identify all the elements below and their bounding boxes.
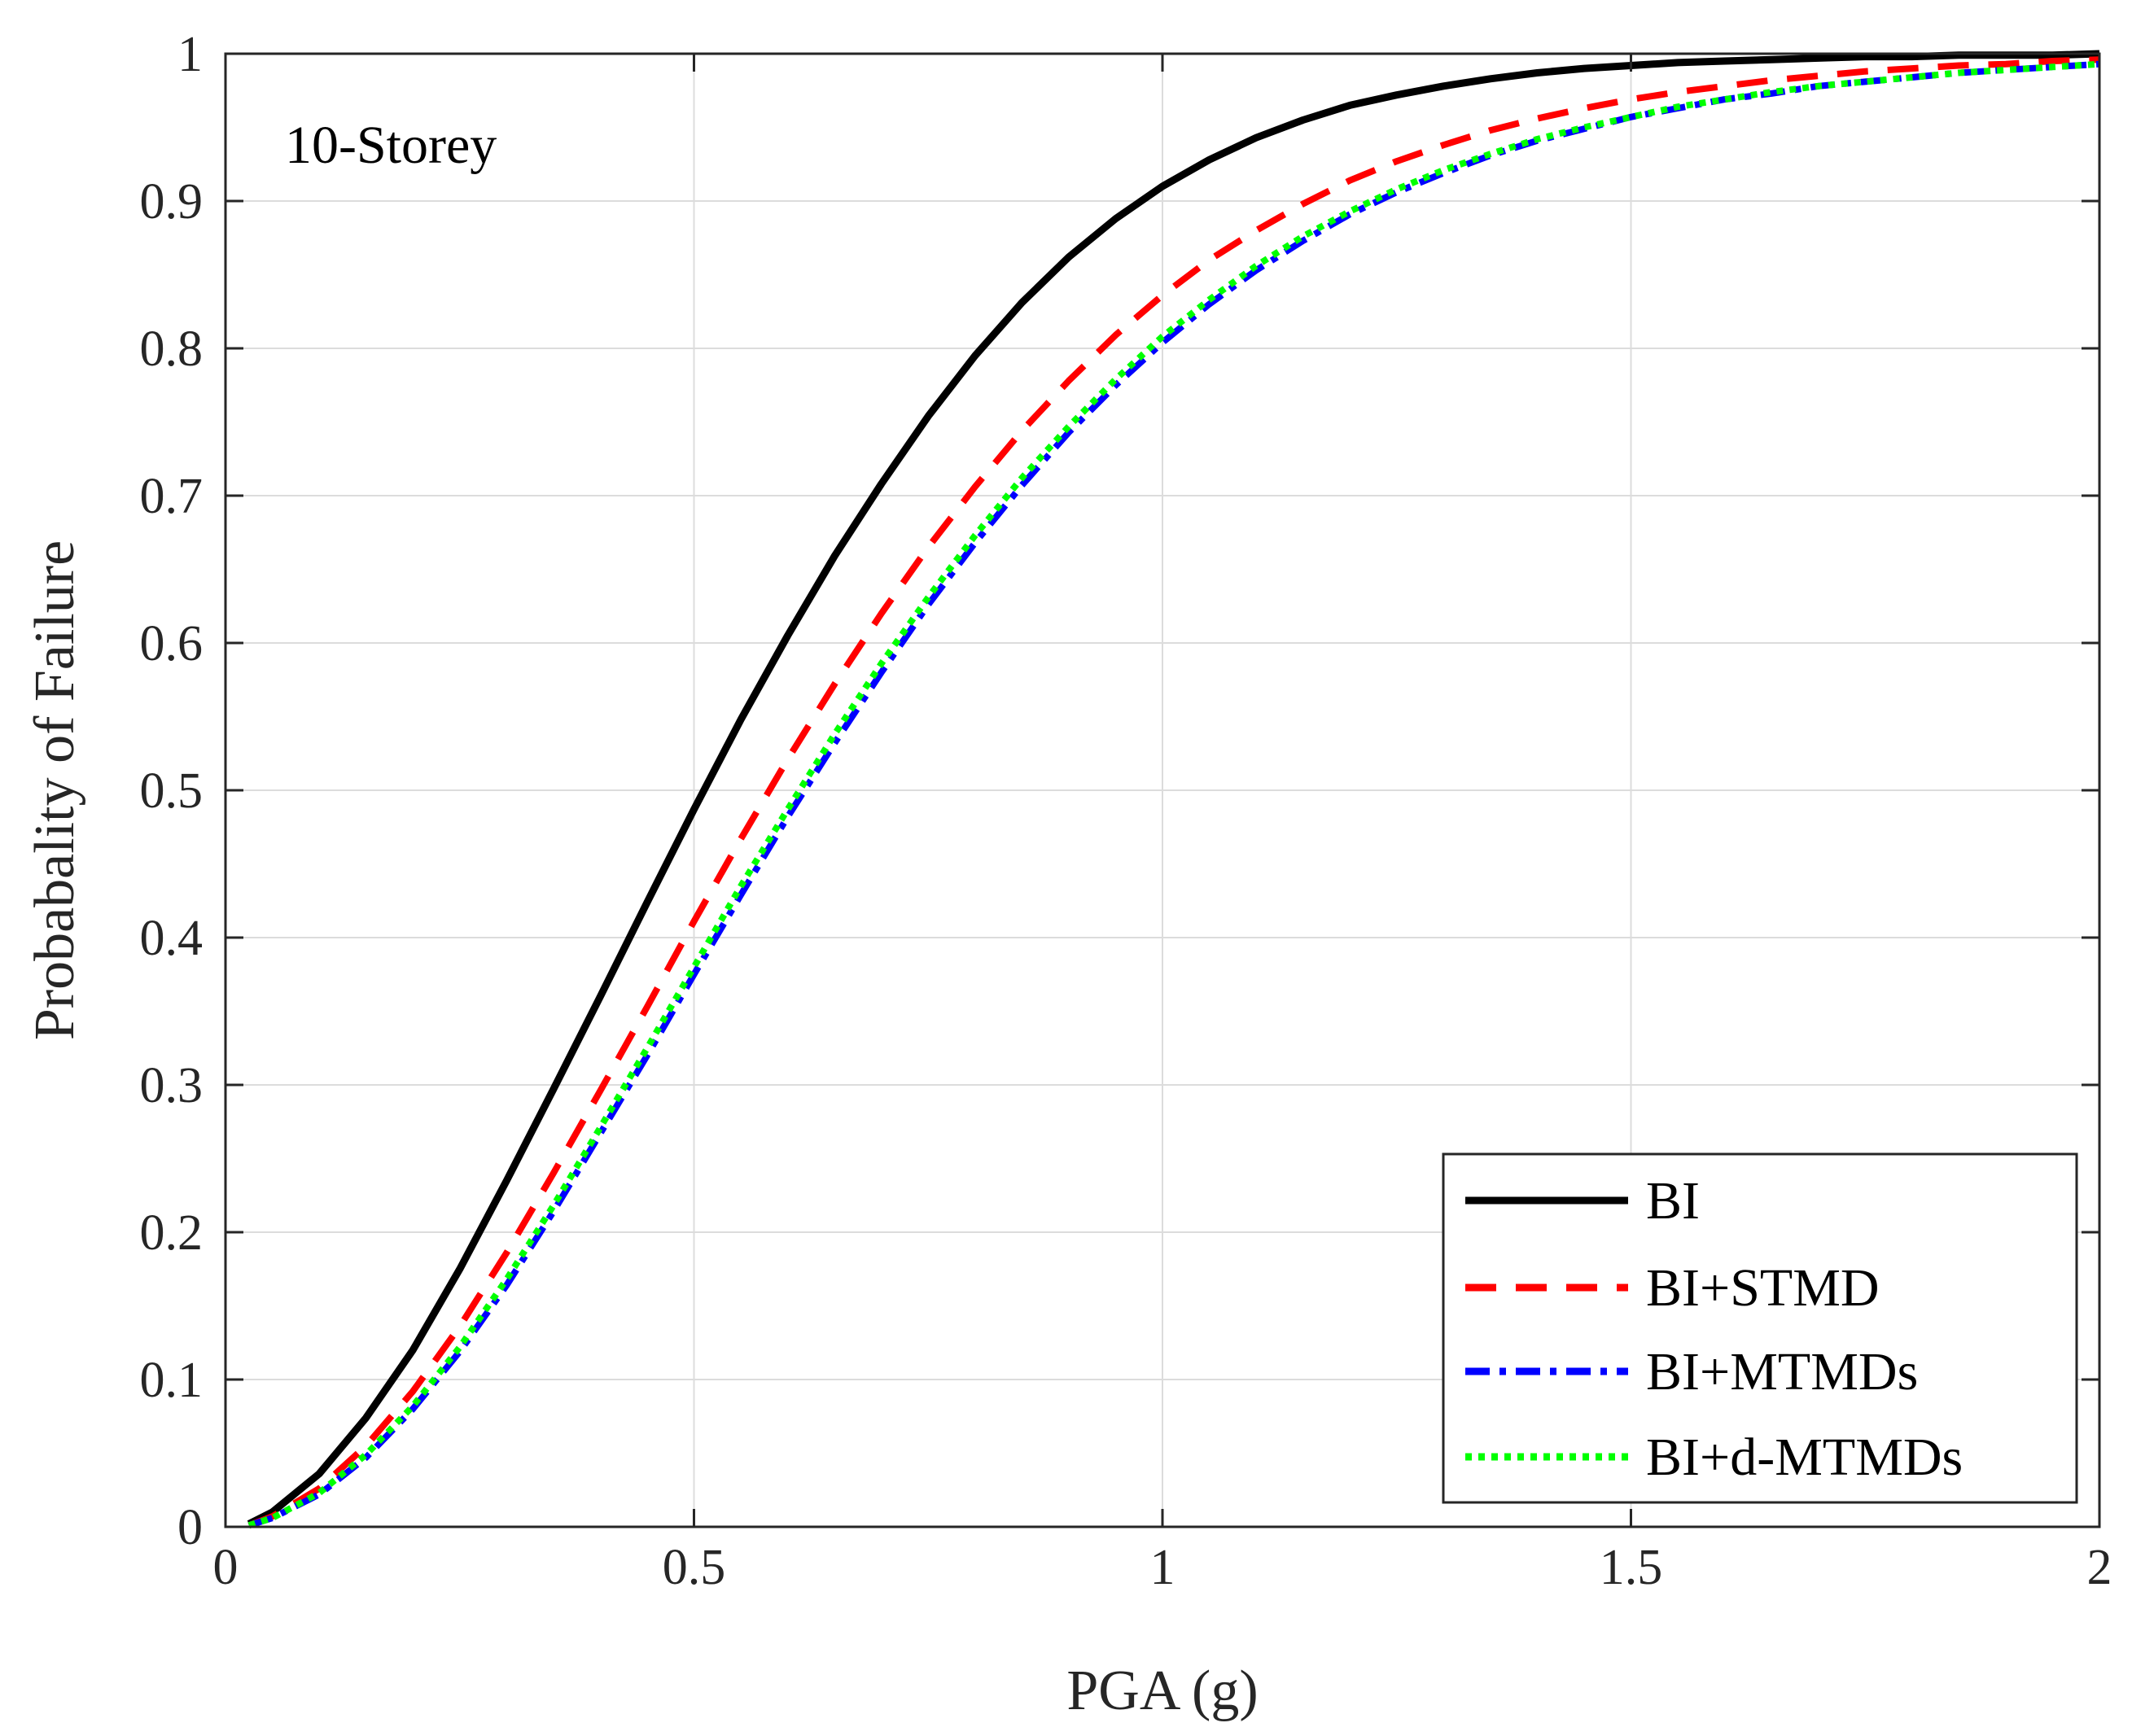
legend: BI BI+STMD BI+MTMDs BI+d-MTMDs <box>1442 1152 2078 1504</box>
series-line-bi <box>247 50 2100 1528</box>
series-layer <box>247 50 2100 1529</box>
legend-label-bi-stmd: BI+STMD <box>1646 1258 1880 1318</box>
legend-box <box>1442 1152 2078 1504</box>
storey-annotation: 10-Storey <box>285 116 497 175</box>
series-line-bi-mtmds <box>247 60 2100 1529</box>
x-tick-label: 2 <box>2087 1540 2112 1595</box>
series-line-bi-stmd <box>247 56 2100 1528</box>
y-tick-label: 1 <box>177 27 203 82</box>
y-tick-label: 0.7 <box>140 469 204 524</box>
x-axis-label: PGA (g) <box>1066 1659 1258 1722</box>
y-tick-label: 0.1 <box>140 1353 204 1408</box>
y-tick-label: 0.2 <box>140 1205 204 1261</box>
x-tick-label: 1 <box>1150 1540 1175 1595</box>
legend-label-bi-mtmds: BI+MTMDs <box>1646 1342 1918 1401</box>
y-tick-label: 0 <box>177 1500 203 1555</box>
x-tick-label: 0.5 <box>663 1540 726 1595</box>
legend-label-bi-d-mtmds: BI+d-MTMDs <box>1646 1428 1963 1487</box>
y-axis-label: Probabality of Failure <box>24 540 86 1040</box>
series-line-bi-d-mtmds <box>247 60 2100 1529</box>
y-tick-label: 0.3 <box>140 1058 204 1113</box>
legend-label-bi: BI <box>1646 1171 1700 1231</box>
tick-layer: 0 0.5 1 1.5 2 0 0.1 0.2 0.3 0.4 0.5 0.6 0.7 0.8 0.9 1 <box>140 27 2112 1595</box>
x-tick-label: 0 <box>213 1540 239 1595</box>
x-tick-label: 1.5 <box>1600 1540 1663 1595</box>
y-tick-label: 0.5 <box>140 763 204 819</box>
y-tick-label: 0.8 <box>140 321 204 377</box>
y-tick-label: 0.4 <box>140 911 204 966</box>
y-tick-label: 0.6 <box>140 616 204 671</box>
y-tick-label: 0.9 <box>140 174 204 230</box>
